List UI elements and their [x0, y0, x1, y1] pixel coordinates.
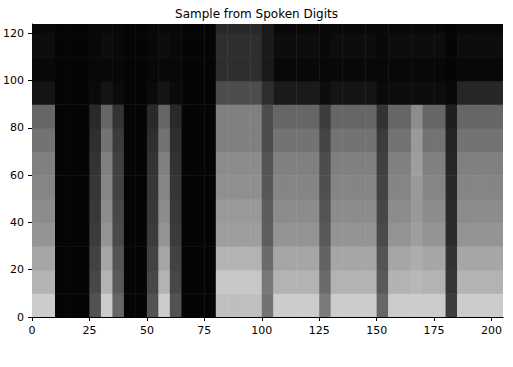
svg-text:100: 100 [251, 324, 272, 337]
svg-text:75: 75 [197, 324, 211, 337]
svg-text:0: 0 [17, 311, 24, 324]
svg-text:50: 50 [140, 324, 154, 337]
svg-text:20: 20 [10, 263, 24, 276]
svg-text:0: 0 [29, 324, 36, 337]
svg-text:40: 40 [10, 216, 24, 229]
svg-text:125: 125 [309, 324, 330, 337]
svg-text:150: 150 [366, 324, 387, 337]
svg-text:60: 60 [10, 169, 24, 182]
svg-text:175: 175 [424, 324, 445, 337]
svg-text:25: 25 [82, 324, 96, 337]
svg-text:Sample from Spoken Digits: Sample from Spoken Digits [175, 7, 338, 21]
svg-text:80: 80 [10, 121, 24, 134]
svg-text:120: 120 [3, 27, 24, 40]
svg-text:100: 100 [3, 74, 24, 87]
svg-text:200: 200 [481, 324, 502, 337]
